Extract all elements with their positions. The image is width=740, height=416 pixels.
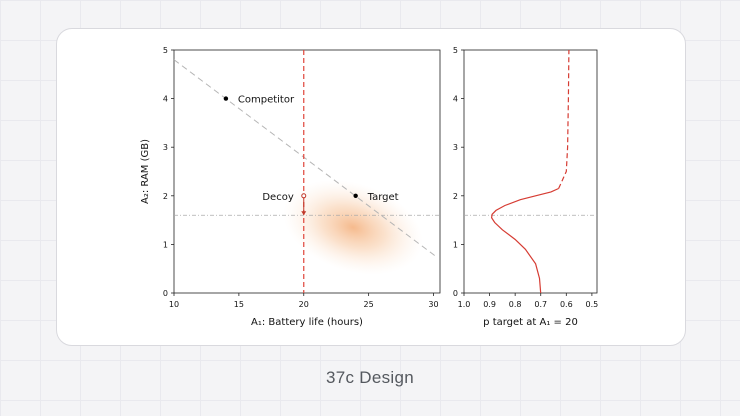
y-tick-label: 3 [163, 143, 168, 152]
main-axes-frame [173, 49, 441, 294]
main-scatter-plot: Competitor Target Decoy 10 15 20 25 30 0 1 2 3 4 5 A₁:… [140, 46, 441, 328]
side-y-tick-label: 0 [453, 289, 458, 298]
x-tick-label: 10 [169, 300, 179, 309]
label-target: Target [367, 192, 399, 203]
side-x-tick-label: 1.0 [458, 300, 471, 309]
side-x-tick-label: 0.7 [534, 300, 547, 309]
side-x-tick-label: 0.5 [586, 300, 599, 309]
y-tick-label: 5 [163, 46, 168, 55]
point-decoy [301, 193, 307, 199]
x-tick-label: 20 [299, 300, 309, 309]
y-tick-label: 2 [163, 192, 168, 201]
side-y-tick-label: 4 [453, 95, 458, 104]
y-axis-label: A₂: RAM (GB) [140, 139, 151, 204]
x-tick-label: 30 [428, 300, 438, 309]
side-y-tick-label: 1 [453, 240, 458, 249]
p-target-curve-dashed [558, 49, 570, 189]
decoy-arrow-head [301, 211, 307, 216]
point-competitor [223, 96, 229, 101]
side-x-tick-label: 0.8 [509, 300, 522, 309]
indifference-line [173, 59, 437, 257]
side-y-tick-label: 2 [453, 192, 458, 201]
label-decoy: Decoy [262, 192, 293, 203]
y-tick-label: 1 [163, 240, 168, 249]
label-competitor: Competitor [238, 95, 295, 106]
side-axes-frame [463, 49, 598, 294]
caption: 37c Design [325, 368, 415, 387]
side-x-tick-label: 0.6 [560, 300, 573, 309]
side-x-axis-label: p target at A₁ = 20 [483, 317, 578, 328]
side-line-plot: 1.0 0.9 0.8 0.7 0.6 0.5 0 1 2 3 4 5 p target at A₁ =… [453, 46, 598, 328]
side-y-tick-label: 3 [453, 143, 458, 152]
density-region [283, 179, 423, 275]
y-tick-label: 4 [163, 95, 168, 104]
x-axis-label: A₁: Battery life (hours) [251, 317, 363, 328]
x-tick-label: 15 [234, 300, 244, 309]
side-x-tick-label: 0.9 [483, 300, 496, 309]
side-y-tick-label: 5 [453, 46, 458, 55]
point-target [353, 193, 358, 198]
p-target-curve-solid [490, 187, 559, 294]
x-tick-label: 25 [364, 300, 374, 309]
y-tick-label: 0 [163, 289, 168, 298]
